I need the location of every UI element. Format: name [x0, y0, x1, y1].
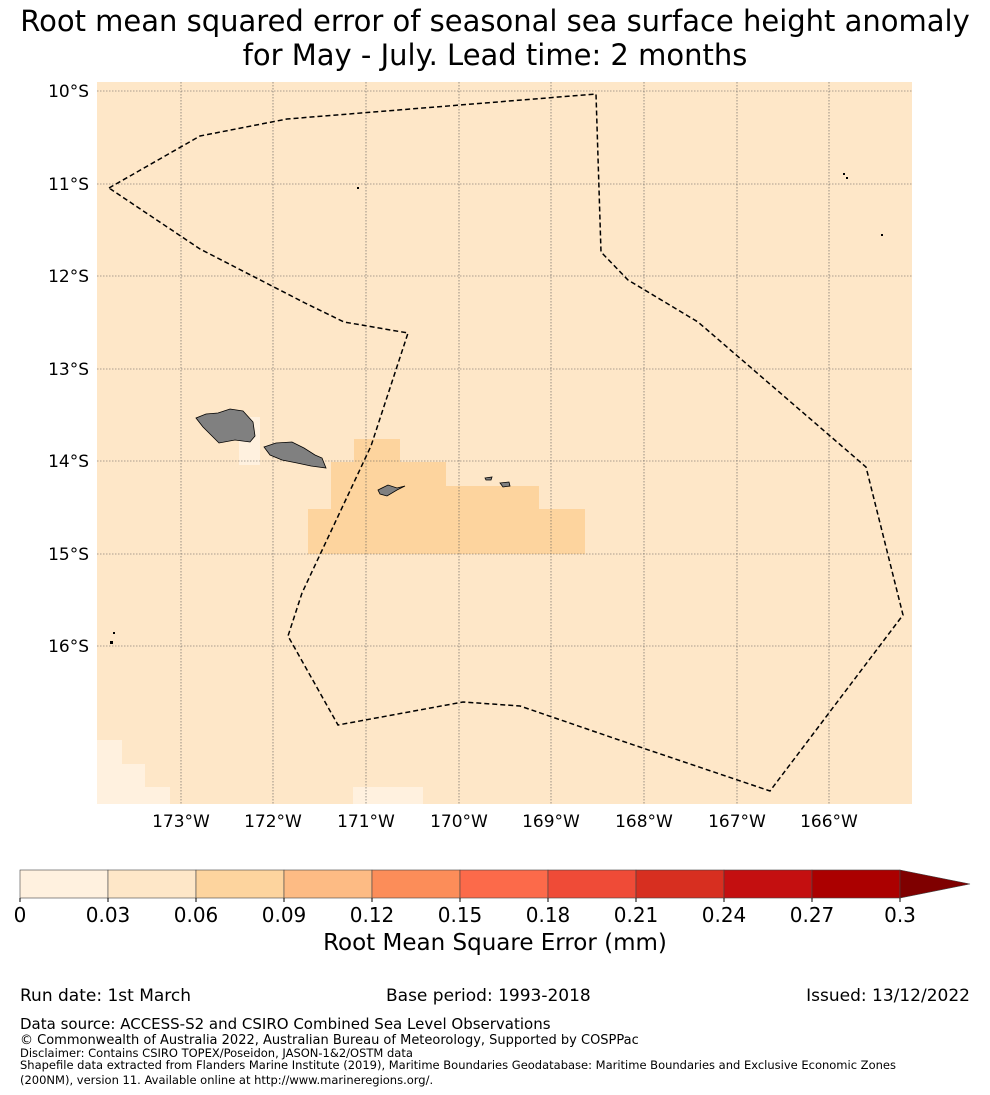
rmse-cell [308, 509, 585, 554]
tutuila-island [377, 484, 406, 497]
base-period: Base period: 1993-2018 [386, 986, 591, 1006]
lon-label: 168°W [615, 812, 673, 832]
lon-label: 171°W [337, 812, 395, 832]
colorbar-tick-label: 0.3 [884, 903, 916, 927]
rmse-cell [353, 787, 423, 804]
lon-label: 170°W [430, 812, 488, 832]
lat-label: 13°S [48, 360, 89, 380]
colorbar-tick-label: 0.03 [86, 903, 131, 927]
shapefile-credit-line2: (200NM), version 11. Available online at… [20, 1073, 434, 1087]
colorbar: 0 0.03 0.06 0.09 0.12 0.15 0.18 0.21 0.24 0.27 0.3 [14, 869, 971, 927]
colorbar-tick-label: 0.27 [790, 903, 835, 927]
islet [881, 234, 883, 236]
islet [357, 187, 359, 189]
map-gridlines [97, 82, 912, 804]
lat-label: 16°S [48, 637, 89, 657]
rmse-cell [354, 439, 400, 463]
colorbar-bin [371, 869, 461, 899]
upolu-island [263, 441, 327, 469]
colorbar-label: Root Mean Square Error (mm) [323, 930, 667, 956]
copyright-notice: © Commonwealth of Australia 2022, Austra… [20, 1033, 639, 1048]
islet [843, 173, 845, 175]
colorbar-extend-arrow [899, 869, 971, 899]
lon-label: 172°W [244, 812, 302, 832]
colorbar-bin [283, 869, 373, 899]
lon-label: 169°W [522, 812, 580, 832]
issued-date: Issued: 13/12/2022 [806, 986, 970, 1006]
lat-label: 10°S [48, 82, 89, 102]
lon-label: 167°W [708, 812, 766, 832]
colorbar-tick-label: 0.24 [702, 903, 747, 927]
colorbar-bin [19, 869, 109, 899]
colorbar-tick-label: 0.15 [438, 903, 483, 927]
rmse-cell [122, 764, 145, 804]
data-source: Data source: ACCESS-S2 and CSIRO Combine… [20, 1015, 551, 1033]
rmse-cell [97, 740, 122, 804]
lat-label: 11°S [48, 175, 89, 195]
tau-island [499, 481, 511, 488]
colorbar-tick-label: 0.09 [262, 903, 307, 927]
run-date: Run date: 1st March [20, 986, 192, 1006]
rmse-cell [145, 787, 170, 804]
colorbar-tick-label: 0 [14, 903, 27, 927]
colorbar-bin [547, 869, 637, 899]
rmse-cells-elevated [308, 439, 585, 554]
chart-title-line1: Root mean squared error of seasonal sea … [20, 4, 970, 38]
colorbar-bin [459, 869, 549, 899]
chart-title-line2: for May - July. Lead time: 2 months [242, 38, 748, 72]
colorbar-tick-label: 0.06 [174, 903, 219, 927]
lat-label: 12°S [48, 267, 89, 287]
rmse-cell [331, 462, 446, 486]
islet [113, 632, 115, 634]
lat-label: 15°S [48, 545, 89, 565]
lon-label: 166°W [800, 812, 858, 832]
colorbar-bin [635, 869, 725, 899]
map-ocean [97, 82, 912, 804]
colorbar-bin [811, 869, 901, 899]
shapefile-credit-line1: Shapefile data extracted from Flanders M… [20, 1058, 896, 1072]
colorbar-bin [195, 869, 285, 899]
eez-boundary-tokelau [107, 93, 904, 792]
islet [110, 641, 113, 644]
colorbar-bin [723, 869, 813, 899]
lat-label: 14°S [48, 452, 89, 472]
islet [846, 177, 848, 179]
disclaimer: Disclaimer: Contains CSIRO TOPEX/Poseido… [20, 1046, 413, 1060]
colorbar-tick-label: 0.18 [526, 903, 571, 927]
colorbar-tick-label: 0.12 [350, 903, 395, 927]
rmse-cell [331, 486, 539, 510]
colorbar-bin [107, 869, 197, 899]
colorbar-tick-label: 0.21 [614, 903, 659, 927]
lon-label: 173°W [152, 812, 210, 832]
savaii-island [195, 408, 256, 444]
ofu-island [484, 476, 493, 481]
